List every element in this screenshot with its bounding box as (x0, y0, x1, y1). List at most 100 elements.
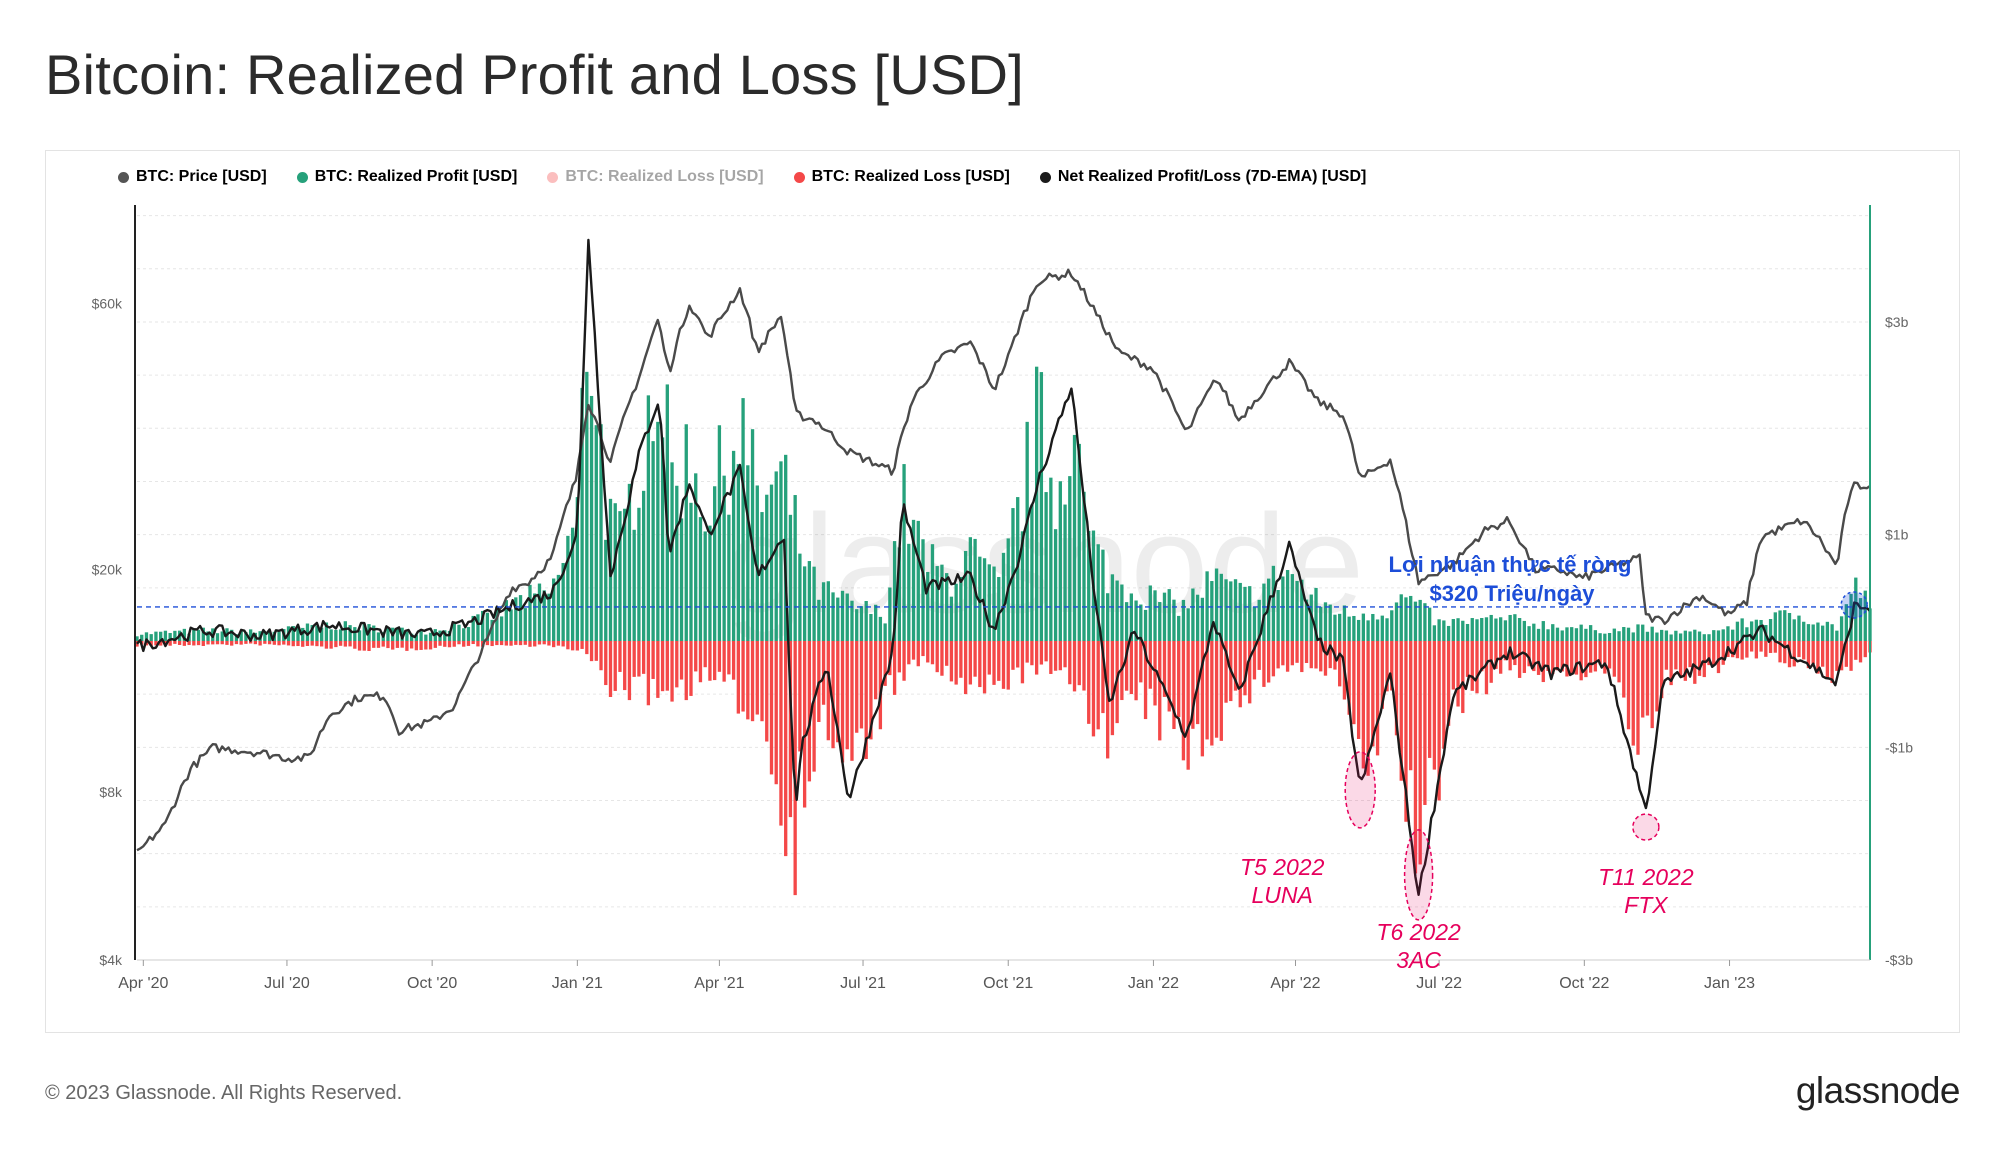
legend-item-net-realized[interactable]: Net Realized Profit/Loss (7D-EMA) [USD] (1039, 168, 1366, 186)
legend-item-realized-loss[interactable]: BTC: Realized Loss [USD] (793, 168, 1010, 186)
realized-loss-bar (651, 640, 655, 679)
realized-profit-bar (1768, 619, 1773, 641)
realized-loss-bar (987, 640, 991, 675)
glassnode-logo[interactable]: glassnode (1795, 1070, 1961, 1111)
realized-profit-bar (1049, 477, 1053, 641)
realized-loss-bar (660, 640, 665, 692)
realized-loss-bar (1532, 640, 1536, 672)
realized-loss-bar (703, 640, 707, 668)
y-left-tick-label: $8k (99, 784, 123, 800)
realized-profit-bar (1508, 614, 1512, 641)
realized-loss-bar (542, 640, 546, 645)
event-label: FTX (1624, 892, 1669, 918)
realized-loss-bar (575, 640, 580, 651)
legend-item-price[interactable]: BTC: Price [USD] (118, 168, 267, 186)
threshold-value: $320 Triệu/ngày (1429, 581, 1595, 606)
realized-loss-bar (1551, 640, 1555, 675)
realized-profit-bar (504, 600, 508, 641)
realized-loss-bar (471, 640, 475, 645)
realized-profit-bar (533, 593, 537, 641)
realized-profit-bar (812, 566, 816, 641)
realized-profit-bar (1579, 624, 1583, 641)
realized-loss-bar (831, 640, 835, 749)
realized-loss-bar (1759, 640, 1763, 652)
legend-item-realized-profit[interactable]: BTC: Realized Profit [USD] (296, 168, 517, 186)
realized-loss-bar (1001, 640, 1006, 689)
realized-loss-bar (940, 640, 944, 676)
y-right-tick-label: -$3b (1885, 952, 1913, 968)
realized-profit-bar (1570, 627, 1574, 641)
realized-profit-bar (561, 562, 565, 641)
realized-loss-bar (1025, 640, 1029, 663)
realized-loss-bar (1356, 640, 1361, 739)
realized-profit-bar (1328, 604, 1332, 641)
realized-loss-bar (1129, 640, 1134, 695)
realized-profit-bar (1427, 607, 1432, 641)
realized-loss-bar (736, 640, 740, 714)
realized-loss-bar (518, 640, 523, 646)
realized-profit-bar (376, 632, 381, 641)
realized-loss-bar (154, 640, 158, 646)
legend-item-realized-loss-hidden[interactable]: BTC: Realized Loss [USD] (547, 168, 764, 186)
realized-profit-bar (182, 628, 187, 641)
realized-profit-bar (1399, 594, 1403, 641)
realized-profit-bar (1248, 586, 1252, 641)
realized-profit-bar (457, 624, 461, 641)
realized-profit-bar (949, 596, 954, 641)
realized-loss-bar (1461, 640, 1465, 714)
realized-loss-bar (329, 640, 333, 649)
realized-profit-bar (1238, 582, 1242, 641)
realized-loss-bar (206, 640, 210, 645)
realized-profit-bar (1778, 610, 1782, 641)
realized-loss-bar (1480, 640, 1484, 672)
realized-loss-bar (1442, 640, 1446, 749)
realized-profit-bar (1536, 628, 1541, 641)
realized-loss-bar (1783, 640, 1787, 664)
realized-loss-bar (253, 640, 258, 645)
realized-loss-bar (159, 640, 163, 646)
realized-profit-bar (244, 632, 248, 641)
realized-loss-bar (1693, 640, 1697, 684)
realized-profit-bar (1432, 625, 1437, 641)
realized-profit-bar (1551, 624, 1555, 641)
realized-loss-bar (1011, 640, 1015, 670)
realized-profit-bar (921, 539, 925, 641)
realized-loss-bar (916, 640, 920, 667)
realized-loss-bar (452, 640, 456, 647)
legend-label: BTC: Price [USD] (136, 168, 267, 185)
realized-loss-bar (840, 640, 845, 763)
realized-loss-bar (1702, 640, 1706, 678)
realized-loss-bar (168, 640, 172, 646)
realized-loss-bar (1570, 640, 1574, 674)
realized-loss-bar (1143, 640, 1148, 720)
realized-loss-bar (1820, 640, 1825, 667)
realized-loss-bar (589, 640, 594, 662)
realized-profit-bar (646, 395, 651, 641)
realized-loss-bar (225, 640, 229, 645)
realized-profit-bar (348, 625, 352, 641)
realized-loss-bar (1338, 640, 1342, 687)
realized-loss-bar (272, 640, 276, 645)
realized-profit-bar (1319, 606, 1323, 641)
realized-profit-bar (1484, 617, 1489, 641)
legend-label: BTC: Realized Loss [USD] (565, 168, 764, 185)
realized-profit-bar (1404, 597, 1408, 641)
realized-loss-bar (192, 640, 196, 646)
realized-loss-bar (1712, 640, 1716, 666)
realized-profit-bar (1380, 615, 1384, 641)
realized-loss-bar (1579, 640, 1583, 681)
realized-profit-bar (443, 630, 447, 641)
realized-profit-bar (1693, 629, 1697, 641)
realized-profit-bar (1546, 629, 1550, 641)
realized-profit-bar (902, 464, 906, 641)
realized-loss-bar (1849, 640, 1853, 671)
realized-loss-bar (400, 640, 404, 648)
realized-loss-bar (1830, 640, 1834, 683)
btc-price-line[interactable] (136, 268, 1871, 852)
x-tick-label: Jan '23 (1704, 975, 1755, 992)
realized-loss-bar (1394, 640, 1399, 736)
realized-loss-bar (1802, 640, 1806, 660)
event-label: T6 2022 (1376, 919, 1461, 945)
realized-profit-bar (1172, 599, 1176, 641)
realized-loss-bar (561, 640, 565, 647)
